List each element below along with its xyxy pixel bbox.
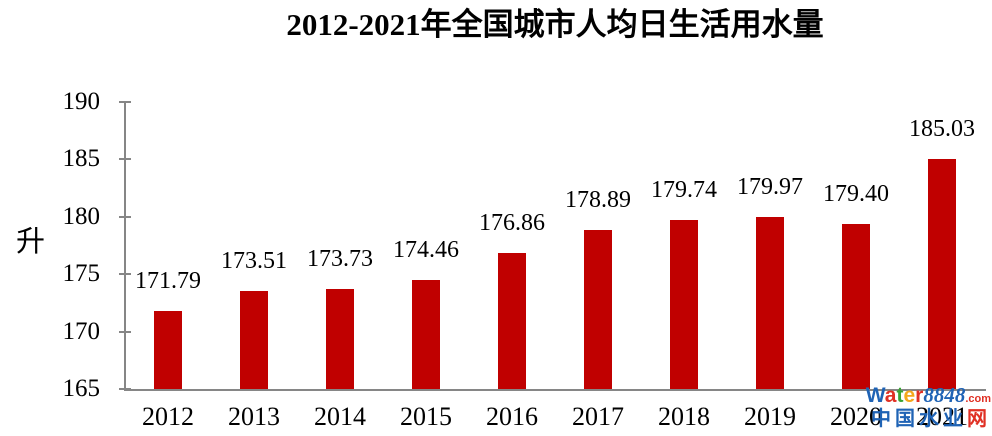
watermark-number: 8848 [923,383,966,407]
bar-2021 [928,159,956,389]
bar-value-label-2015: 174.46 [393,237,459,264]
y-axis-line [124,101,126,391]
watermark-site-char: 业 [943,408,967,430]
bar-value-label-2014: 173.73 [307,245,373,272]
watermark-letter: t [896,384,904,407]
chart-title: 2012-2021年全国城市人均日生活用水量 [286,7,824,42]
y-tick-label: 170 [62,317,101,345]
bar-value-label-2017: 178.89 [565,186,631,213]
x-tick-label-2013: 2013 [228,402,280,431]
bar-value-label-2012: 171.79 [135,268,201,295]
watermark-tld: .com [965,393,991,405]
bar-2012 [154,311,182,389]
bar-2019 [756,217,784,389]
bar-2020 [842,223,870,389]
x-tick-label-2020: 2020 [830,402,882,431]
x-axis-line [124,389,986,391]
bar-2013 [240,291,268,389]
watermark-brand: Water8848.com [846,383,991,407]
watermark-site-char: 水 [919,408,943,430]
y-tick-label: 165 [62,375,101,402]
x-tick-label-2014: 2014 [314,402,366,431]
y-tick-label: 185 [62,145,101,173]
watermark-site-name: 中国水业网 [846,409,991,429]
x-tick-label-2018: 2018 [658,402,710,431]
x-tick-label-2015: 2015 [400,402,452,431]
x-tick-label-2012: 2012 [142,402,194,431]
bar-2015 [412,280,440,389]
bar-value-label-2013: 173.51 [221,248,287,275]
y-tick-label: 190 [62,88,101,115]
bar-value-label-2021: 185.03 [909,116,975,143]
watermark-site-char: 网 [967,408,991,430]
y-tick-label: 180 [62,202,101,230]
bar-2017 [584,229,612,389]
bar-2014 [326,288,354,389]
x-tick-label-2017: 2017 [572,402,624,431]
watermark-letter: e [903,384,916,407]
bar-value-label-2020: 179.40 [823,180,889,207]
x-tick-label-2021: 2021 [916,402,968,431]
bar-value-label-2018: 179.74 [651,176,717,203]
watermark: Water8848.com 中国水业网 [846,383,991,430]
watermark-site-char: 国 [895,408,919,430]
watermark-site-char: 中 [871,408,895,430]
watermark-letter: r [915,384,924,407]
y-axis-title: 升 [16,226,46,258]
watermark-letter: a [884,384,897,407]
y-tick-label: 175 [62,260,101,288]
bar-2018 [670,219,698,389]
bar-value-label-2016: 176.86 [479,209,545,236]
x-tick-label-2016: 2016 [486,402,538,431]
watermark-letter: W [865,384,885,407]
bar-value-label-2019: 179.97 [737,174,803,201]
bar-2016 [498,252,526,389]
x-tick-label-2019: 2019 [744,402,796,431]
